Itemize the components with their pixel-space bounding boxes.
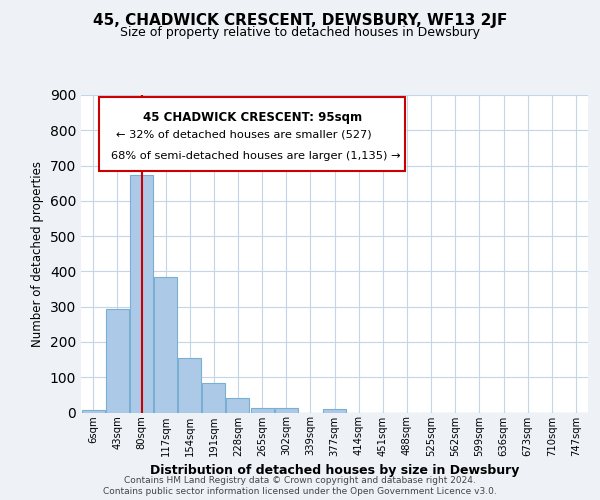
Bar	[202, 382, 225, 412]
Text: 45 CHADWICK CRESCENT: 95sqm: 45 CHADWICK CRESCENT: 95sqm	[143, 111, 362, 124]
FancyBboxPatch shape	[99, 96, 406, 171]
Bar	[82, 410, 104, 412]
Bar	[154, 277, 177, 412]
Text: ← 32% of detached houses are smaller (527): ← 32% of detached houses are smaller (52…	[116, 130, 372, 140]
Bar	[251, 408, 274, 412]
Text: 68% of semi-detached houses are larger (1,135) →: 68% of semi-detached houses are larger (…	[112, 150, 401, 160]
Bar	[106, 309, 128, 412]
Bar	[226, 398, 250, 412]
Text: Contains HM Land Registry data © Crown copyright and database right 2024.: Contains HM Land Registry data © Crown c…	[124, 476, 476, 485]
Bar	[178, 358, 201, 412]
Y-axis label: Number of detached properties: Number of detached properties	[31, 161, 44, 347]
Text: Contains public sector information licensed under the Open Government Licence v3: Contains public sector information licen…	[103, 488, 497, 496]
Text: 45, CHADWICK CRESCENT, DEWSBURY, WF13 2JF: 45, CHADWICK CRESCENT, DEWSBURY, WF13 2J…	[93, 12, 507, 28]
Bar	[275, 408, 298, 412]
Bar	[323, 409, 346, 412]
Text: Size of property relative to detached houses in Dewsbury: Size of property relative to detached ho…	[120, 26, 480, 39]
Bar	[130, 176, 153, 412]
X-axis label: Distribution of detached houses by size in Dewsbury: Distribution of detached houses by size …	[150, 464, 519, 477]
